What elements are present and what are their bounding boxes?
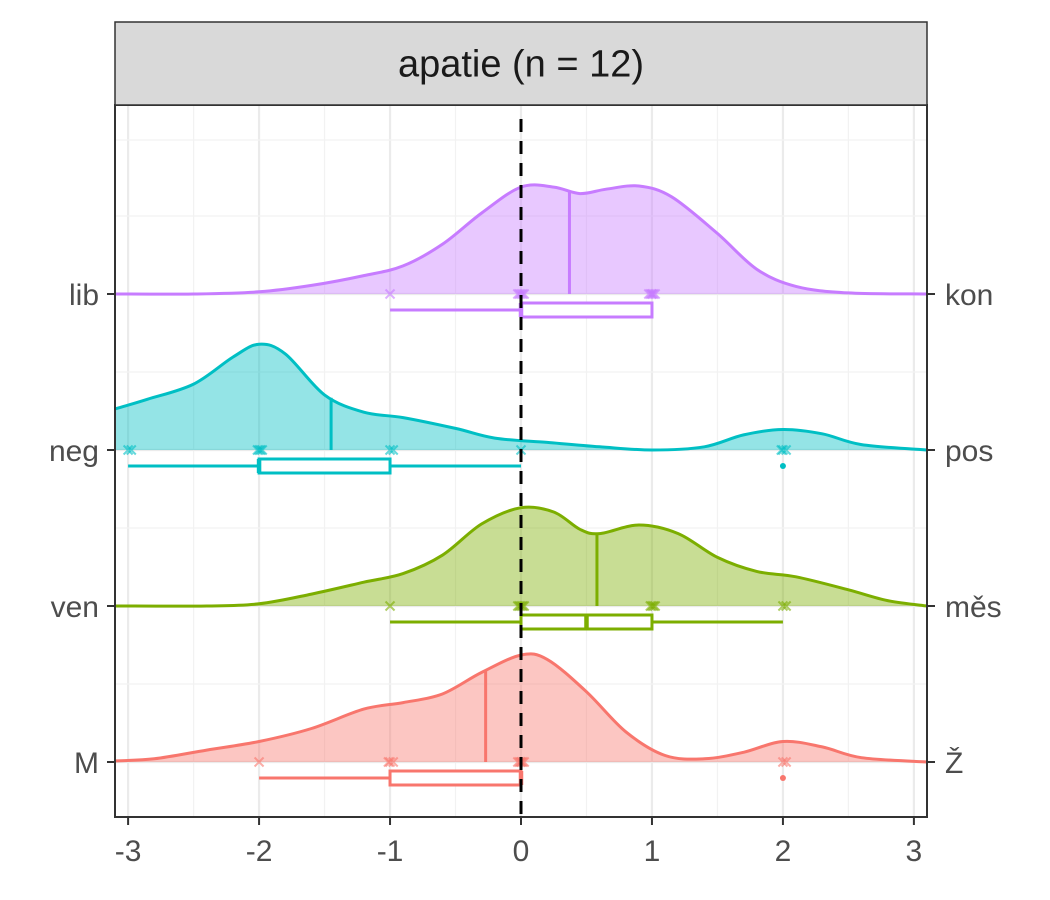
y-label-left: lib [69, 279, 99, 312]
data-point [776, 444, 787, 456]
data-point [384, 288, 396, 300]
box-iqr [388, 769, 523, 787]
x-tick-label: 3 [906, 835, 923, 868]
data-point [780, 600, 792, 612]
data-point [780, 756, 792, 768]
data-point [515, 288, 527, 300]
facet-strip-background [114, 21, 928, 106]
data-point [253, 444, 265, 456]
y-label-right: kon [945, 279, 993, 312]
density-area [115, 344, 927, 450]
x-tick-label: 0 [513, 835, 530, 868]
series-ven [114, 505, 928, 631]
data-point [777, 444, 789, 456]
series-group [114, 183, 928, 787]
data-point [645, 600, 656, 612]
data-point [384, 444, 396, 456]
y-label-right: pos [945, 435, 993, 468]
data-point [646, 600, 658, 612]
box-iqr [257, 457, 392, 475]
y-label-right: Ž [945, 747, 963, 780]
data-point [384, 600, 396, 612]
box-iqr [519, 301, 654, 319]
data-point [122, 444, 134, 456]
x-tick-label: -1 [377, 835, 404, 868]
facet-strip: apatie (n = 12) [114, 21, 928, 106]
density-line [114, 652, 928, 764]
x-tick-label: 2 [775, 835, 792, 868]
data-point [388, 444, 399, 456]
data-point [126, 444, 137, 456]
x-tick-label: -3 [115, 835, 142, 868]
data-point [252, 444, 263, 456]
data-point [643, 288, 654, 300]
data-point [645, 288, 656, 300]
x-tick-label: -2 [246, 835, 273, 868]
data-point [646, 288, 658, 300]
series-neg [114, 342, 928, 475]
data-point [255, 444, 266, 456]
data-point [383, 756, 394, 768]
data-point [777, 756, 789, 768]
y-label-right: měs [945, 591, 1002, 624]
box-outlier [779, 775, 786, 781]
density-area [115, 653, 927, 762]
box-outlier [779, 463, 786, 469]
facet-strip-title: apatie (n = 12) [398, 44, 644, 86]
density-line [114, 183, 928, 296]
y-label-left: M [74, 747, 99, 780]
data-point [384, 756, 396, 768]
y-label-left: neg [49, 435, 99, 468]
data-point [777, 600, 789, 612]
density-line [114, 505, 928, 608]
density-line [114, 342, 928, 452]
data-point [648, 600, 659, 612]
x-tick-label: 1 [644, 835, 661, 868]
data-point [253, 756, 265, 768]
density-area [115, 507, 927, 607]
y-label-left: ven [51, 591, 99, 624]
